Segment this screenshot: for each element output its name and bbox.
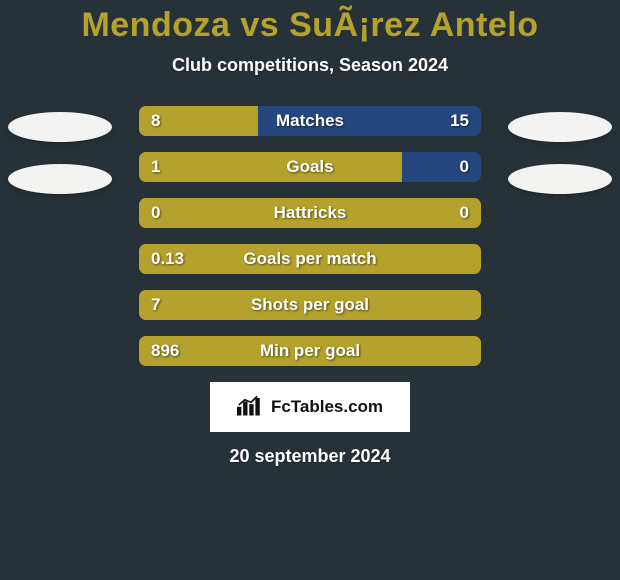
stat-value-right: 0 — [460, 198, 469, 228]
player-left-photos — [0, 106, 120, 194]
logo-band: FcTables.com — [210, 382, 410, 432]
stat-label: Min per goal — [139, 336, 481, 366]
logo-text: FcTables.com — [271, 397, 383, 417]
avatar — [8, 112, 112, 142]
stat-row: Goals per match0.13 — [139, 244, 481, 274]
bars-icon — [237, 394, 265, 421]
stat-label: Goals per match — [139, 244, 481, 274]
card-date: 20 september 2024 — [0, 446, 620, 467]
stat-bars: Matches815Goals10Hattricks00Goals per ma… — [139, 106, 481, 366]
page-subtitle: Club competitions, Season 2024 — [0, 55, 620, 76]
stat-row: Min per goal896 — [139, 336, 481, 366]
avatar — [508, 164, 612, 194]
stat-label: Matches — [139, 106, 481, 136]
stat-row: Goals1 0 — [139, 152, 481, 182]
stat-label: Shots per goal — [139, 290, 481, 320]
stat-value-left: 0.13 — [151, 244, 184, 274]
page-title: Mendoza vs SuÃ¡rez Antelo — [0, 0, 620, 45]
stat-value-left: 896 — [151, 336, 179, 366]
comparison-card: Mendoza vs SuÃ¡rez Antelo Club competiti… — [0, 0, 620, 580]
stat-value-left: 7 — [151, 290, 160, 320]
stat-row: Hattricks0 0 — [139, 198, 481, 228]
avatar — [508, 112, 612, 142]
player-right-photos — [500, 106, 620, 194]
stat-value-right: 15 — [450, 106, 469, 136]
stat-label: Hattricks — [139, 198, 481, 228]
stat-label: Goals — [139, 152, 481, 182]
stat-value-left: 0 — [151, 198, 160, 228]
stat-value-right: 0 — [460, 152, 469, 182]
stat-value-left: 8 — [151, 106, 160, 136]
stat-row: Matches8 15 — [139, 106, 481, 136]
stat-row: Shots per goal7 — [139, 290, 481, 320]
stat-value-left: 1 — [151, 152, 160, 182]
avatar — [8, 164, 112, 194]
content-area: Matches815Goals10Hattricks00Goals per ma… — [0, 106, 620, 467]
